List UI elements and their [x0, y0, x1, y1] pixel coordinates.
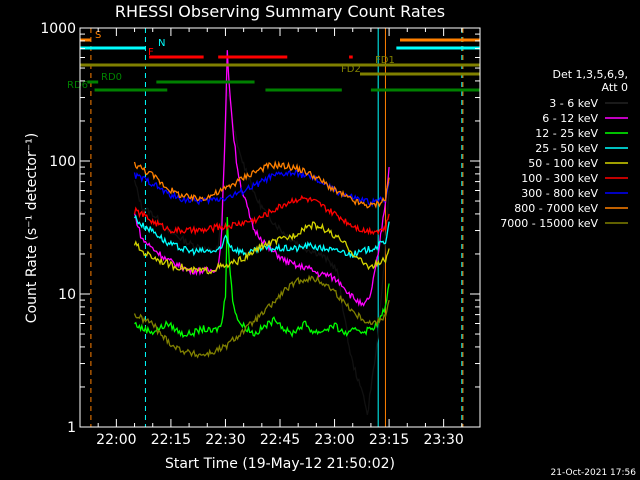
x-tick-label-2: 22:30 — [205, 432, 245, 448]
legend-label-5: 100 - 300 keV — [521, 172, 598, 185]
series-line-4 — [133, 221, 390, 275]
flag-label-s: S — [95, 30, 101, 41]
flag-label-fd1: FD1 — [375, 55, 395, 66]
legend-label-1: 6 - 12 keV — [542, 112, 598, 125]
x-tick-label-3: 22:45 — [260, 432, 300, 448]
flag-bars: S NF FD1 FD2 RD0 RD6 — [67, 30, 480, 92]
flag-label-rd0: RD0 — [101, 72, 122, 83]
series-line-8 — [133, 274, 390, 359]
x-tick-label-1: 22:15 — [151, 432, 191, 448]
series-line-7 — [133, 160, 390, 209]
x-tick-label-5: 23:15 — [369, 432, 409, 448]
x-axis-label: Start Time (19-May-12 21:50:02) — [165, 456, 395, 472]
series-lines — [133, 50, 390, 415]
chart-title: RHESSI Observing Summary Count Rates — [115, 2, 445, 21]
legend-label-8: 7000 - 15000 keV — [500, 217, 598, 230]
flag-label-fd2: FD2 — [341, 64, 361, 75]
legend-label-4: 50 - 100 keV — [528, 157, 598, 170]
series-line-0 — [133, 86, 390, 415]
series-line-3 — [133, 214, 390, 259]
legend-label-2: 12 - 25 keV — [535, 127, 598, 140]
legend-label-6: 300 - 800 keV — [521, 187, 598, 200]
x-tick-label-0: 22:00 — [96, 432, 136, 448]
y-tick-label-1: 10 — [58, 287, 76, 303]
series-line-2 — [134, 216, 390, 339]
legend: Det 1,3,5,6,9,Att 0 3 - 6 keV 6 - 12 keV 12… — [500, 68, 628, 230]
x-tick-label-6: 23:30 — [423, 432, 463, 448]
series-line-1 — [133, 50, 390, 307]
legend-header-1: Att 0 — [602, 81, 628, 94]
footer-timestamp: 21-Oct-2021 17:56 — [551, 468, 637, 478]
legend-label-7: 800 - 7000 keV — [514, 202, 598, 215]
axes: 22:00 22:15 22:30 22:45 23:00 23:15 23:30 1 10 10… — [40, 21, 480, 448]
y-tick-label-2: 100 — [49, 154, 76, 170]
y-tick-label-0: 1 — [67, 420, 76, 436]
legend-header-0: Det 1,3,5,6,9, — [552, 68, 628, 81]
x-tick-label-4: 23:00 — [314, 432, 354, 448]
y-tick-label-3: 1000 — [40, 21, 76, 37]
legend-label-0: 3 - 6 keV — [549, 97, 598, 110]
y-axis-label: Count Rate (s⁻¹ detector⁻¹) — [24, 133, 40, 323]
flag-label-rd6: RD6 — [67, 80, 88, 91]
legend-label-3: 25 - 50 keV — [535, 142, 598, 155]
series-line-5 — [133, 194, 390, 236]
vertical-markers — [90, 28, 464, 427]
flag-label-f: F — [148, 47, 154, 58]
flag-label-n: N — [158, 38, 165, 49]
